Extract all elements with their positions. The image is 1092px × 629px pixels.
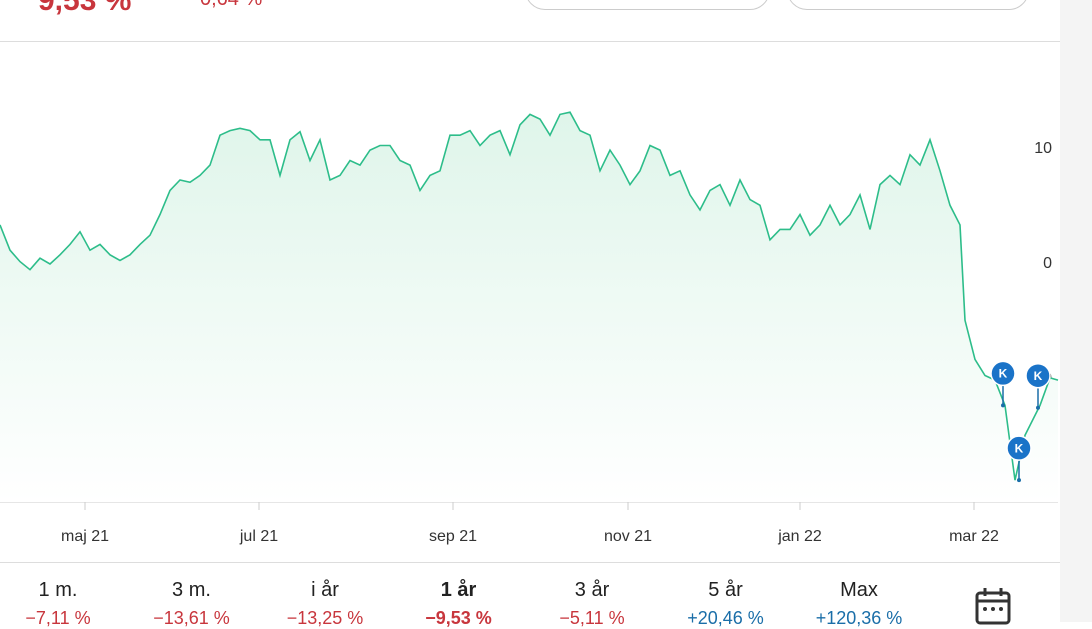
summary-bar: 9,53 % 0,64 % [0,0,1060,42]
pin-head [1025,362,1051,389]
pin-label: K [999,367,1008,381]
pin-head [990,360,1016,387]
pin-label: K [1015,441,1024,455]
x-tick-label: mar 22 [949,528,999,545]
period-label: Max [840,579,878,601]
period-label: 5 år [708,579,743,601]
pin-head [1006,435,1032,461]
period-change: +120,36 % [815,608,903,628]
x-tick-label: nov 21 [604,528,652,545]
x-tick-label: jul 21 [239,528,278,545]
period-change: +20,46 % [687,608,764,628]
other-change: 0,64 % [200,0,262,11]
area [0,112,1058,502]
x-tick-label: jan 22 [777,528,822,545]
period-label: 3 m. [172,579,211,601]
pin-tip [1001,403,1005,408]
y-tick-label: 10 [1034,140,1052,157]
pin-label: K [1034,369,1043,383]
pin-tip [1017,478,1021,483]
side-panel [1060,0,1092,622]
y-tick-label: 0 [1043,255,1052,272]
period-label: 1 m. [38,579,78,601]
period-change: −13,25 % [286,608,364,628]
period-change: −5,11 % [559,608,625,628]
period-label: 1 år [440,579,477,601]
pin-tip [1036,405,1040,410]
x-tick-label: sep 21 [429,528,477,545]
period-label: i år [311,579,339,601]
period-label: 3 år [574,579,610,601]
period-change: −13,61 % [153,608,230,628]
total-change: 9,53 % [38,0,132,17]
period-tabs: 1 m. −7,11 % 3 m. −13,61 % i år −13,25 % 1 år −… [0,562,1060,628]
period-change: −7,11 % [25,608,91,628]
calendar-icon[interactable] [975,587,1015,627]
period-change: −9,53 % [425,608,492,628]
line [0,111,1059,481]
x-tick-label: maj 21 [61,528,109,545]
